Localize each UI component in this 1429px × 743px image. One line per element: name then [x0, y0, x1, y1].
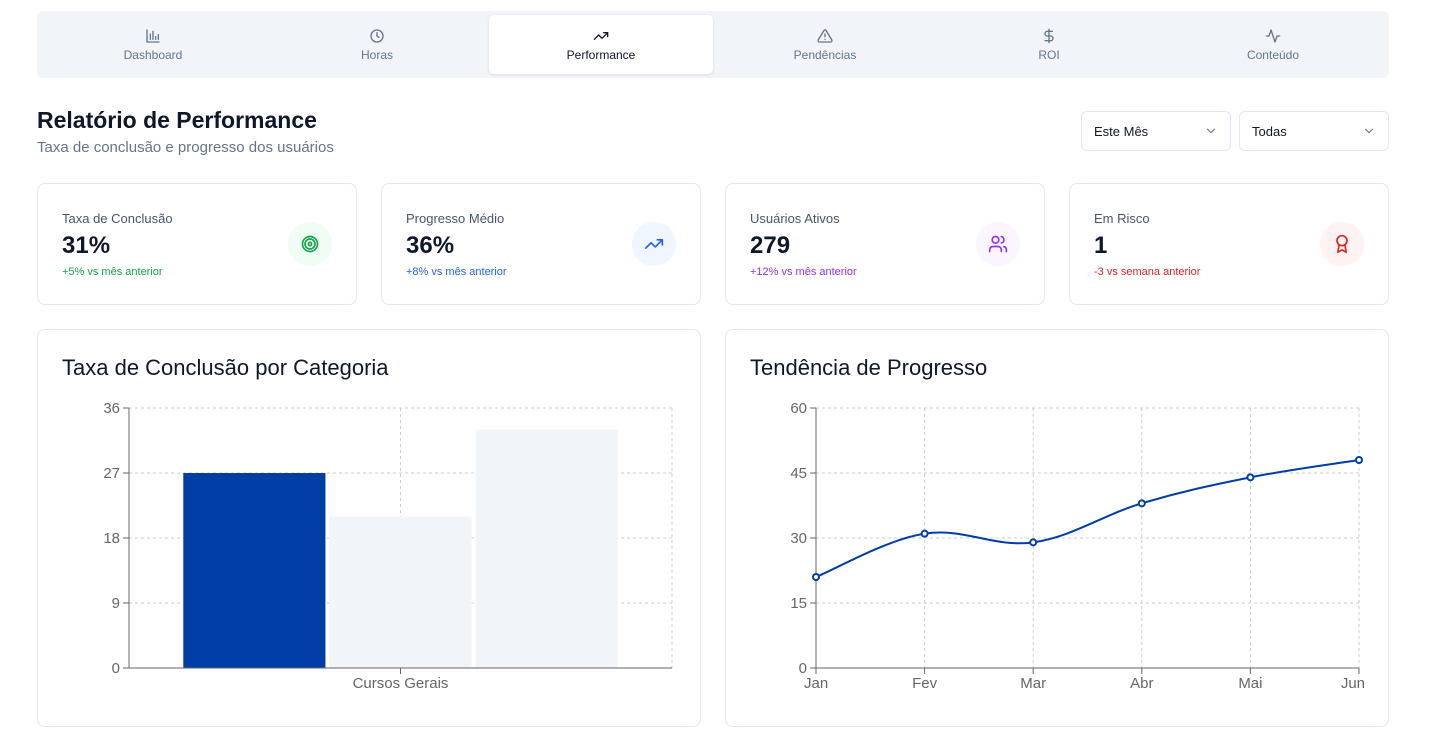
category-select[interactable]: Todas	[1239, 111, 1389, 151]
tab-pendencias[interactable]: Pendências	[713, 15, 937, 74]
series-line	[815, 459, 1360, 578]
x-tick-label: Cursos Gerais	[353, 675, 449, 692]
metric-card: Usuários Ativos 279 +12% vs mês anterior	[725, 183, 1045, 305]
tab-dashboard[interactable]: Dashboard	[41, 15, 265, 74]
metric-label: Taxa de Conclusão	[62, 211, 173, 226]
bar	[329, 516, 472, 668]
data-point	[1137, 499, 1146, 508]
bar-chart: 0 9 18 27 36 Cursos Gerais	[103, 400, 673, 692]
chevron-down-icon	[1364, 128, 1374, 134]
metric-card: Taxa de Conclusão 31% +5% vs mês anterior	[37, 183, 357, 305]
bar	[475, 429, 618, 668]
line-chart-panel: Tendência de Progresso 0 15 30 45 60 Jan Fev Ma…	[725, 329, 1389, 727]
tab-label: Conteúdo	[1246, 47, 1300, 62]
target-icon	[301, 235, 319, 253]
award-icon	[1336, 234, 1348, 254]
period-select[interactable]: Este Mês	[1081, 111, 1231, 151]
x-tick-label: Jun	[1341, 675, 1365, 692]
metric-card: Em Risco 1 -3 vs semana anterior	[1069, 183, 1389, 305]
metric-value: 36%	[406, 232, 455, 259]
tab-conteudo[interactable]: Conteúdo	[1161, 15, 1385, 74]
nav-tabs: Dashboard Horas Performance Pendências ROI Co…	[37, 11, 1389, 78]
metric-value: 31%	[62, 232, 111, 259]
metric-value: 279	[750, 232, 791, 259]
bar-chart-title: Taxa de Conclusão por Categoria	[62, 355, 389, 380]
trending-up-icon	[644, 239, 664, 249]
users-icon	[988, 235, 1008, 253]
bar-chart-icon	[146, 28, 160, 43]
x-tick-label: Fev	[912, 675, 938, 692]
x-tick-label: Jan	[804, 675, 828, 692]
y-tick-label: 15	[790, 595, 807, 612]
metric-icon-badge	[288, 222, 332, 266]
data-point	[1029, 538, 1038, 547]
y-tick-label: 30	[790, 530, 807, 547]
category-select-value: Todas	[1252, 123, 1287, 139]
x-tick-label: Abr	[1130, 675, 1153, 692]
y-tick-label: 60	[790, 400, 807, 417]
y-tick-label: 0	[799, 660, 807, 677]
metric-icon-badge	[1320, 222, 1364, 266]
period-select-value: Este Mês	[1094, 123, 1149, 139]
metric-delta: +12% vs mês anterior	[750, 266, 857, 278]
activity-icon	[1265, 28, 1281, 43]
metric-delta: -3 vs semana anterior	[1094, 266, 1201, 278]
metric-value: 1	[1094, 232, 1108, 259]
alert-triangle-icon	[817, 28, 833, 43]
data-point	[920, 529, 929, 538]
tab-label: ROI	[1038, 47, 1060, 62]
tab-label: Horas	[360, 47, 393, 62]
x-tick-label: Mai	[1238, 675, 1262, 692]
chevron-down-icon	[1206, 128, 1216, 134]
line-chart-title: Tendência de Progresso	[750, 355, 988, 380]
page-title: Relatório de Performance	[37, 107, 317, 133]
y-tick-label: 27	[103, 465, 120, 482]
line-chart: 0 15 30 45 60 Jan Fev Mar Abr Mai Jun	[790, 400, 1365, 692]
tab-label: Pendências	[793, 47, 857, 62]
metric-label: Usuários Ativos	[750, 211, 840, 226]
metric-label: Em Risco	[1094, 211, 1150, 226]
metric-delta: +8% vs mês anterior	[406, 266, 507, 278]
tab-performance[interactable]: Performance	[489, 15, 713, 74]
tab-label: Performance	[566, 47, 636, 62]
metric-icon-badge	[976, 222, 1020, 266]
trending-up-icon	[593, 31, 609, 40]
tab-roi[interactable]: ROI	[937, 15, 1161, 74]
page-subtitle: Taxa de conclusão e progresso dos usuári…	[37, 139, 334, 156]
bar	[183, 473, 326, 668]
y-tick-label: 9	[112, 595, 120, 612]
bar-chart-panel: Taxa de Conclusão por Categoria 0 9 18 27 36…	[37, 329, 701, 727]
x-tick-label: Mar	[1020, 675, 1046, 692]
data-point	[1246, 473, 1255, 482]
y-tick-label: 45	[790, 465, 807, 482]
metric-icon-badge	[632, 222, 676, 266]
data-point	[1355, 456, 1363, 464]
data-point	[812, 573, 820, 581]
dollar-icon	[1044, 28, 1054, 43]
y-tick-label: 36	[103, 400, 120, 417]
metric-card: Progresso Médio 36% +8% vs mês anterior	[381, 183, 701, 305]
metric-label: Progresso Médio	[406, 211, 505, 226]
y-tick-label: 18	[103, 530, 120, 547]
metric-delta: +5% vs mês anterior	[62, 266, 163, 278]
clock-icon	[370, 28, 384, 43]
y-tick-label: 0	[112, 660, 120, 677]
tab-horas[interactable]: Horas	[265, 15, 489, 74]
tab-label: Dashboard	[123, 47, 183, 62]
